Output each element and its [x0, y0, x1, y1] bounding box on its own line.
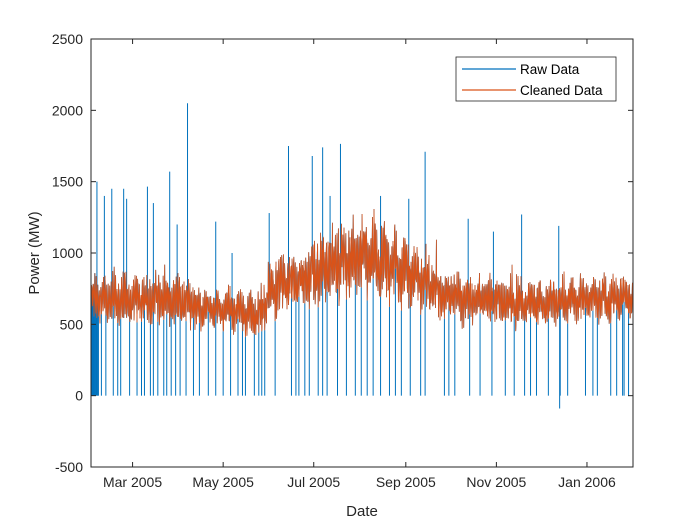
y-tick-label: 1000 — [52, 245, 83, 261]
y-tick-label: 500 — [60, 316, 84, 332]
cleaned-data-series — [90, 208, 634, 338]
y-tick-label: 0 — [75, 388, 83, 404]
x-tick-label: May 2005 — [192, 474, 254, 490]
raw-data-series — [90, 103, 634, 409]
legend-cleaned-data-label: Cleaned Data — [520, 83, 603, 98]
axis-ticks: Mar 2005 May 2005 Jul 2005 Sep 2005 Nov 2005… — [52, 31, 633, 490]
x-tick-label: Sep 2005 — [376, 474, 436, 490]
legend-raw-data-label: Raw Data — [520, 62, 580, 77]
y-axis-label: Power (MW) — [26, 211, 43, 294]
x-tick-label: Nov 2005 — [466, 474, 526, 490]
x-tick-label: Jan 2006 — [558, 474, 616, 490]
y-tick-label: -500 — [55, 459, 83, 475]
cleaned-data-line — [90, 208, 634, 338]
y-tick-label: 1500 — [52, 174, 83, 190]
y-tick-label: 2000 — [52, 102, 83, 118]
x-tick-label: Jul 2005 — [287, 474, 340, 490]
x-axis-label: Date — [346, 503, 378, 520]
legend: Raw Data Cleaned Data — [455, 56, 617, 102]
y-tick-label: 2500 — [52, 31, 83, 47]
legend-box — [455, 56, 617, 102]
x-tick-label: Mar 2005 — [103, 474, 162, 490]
